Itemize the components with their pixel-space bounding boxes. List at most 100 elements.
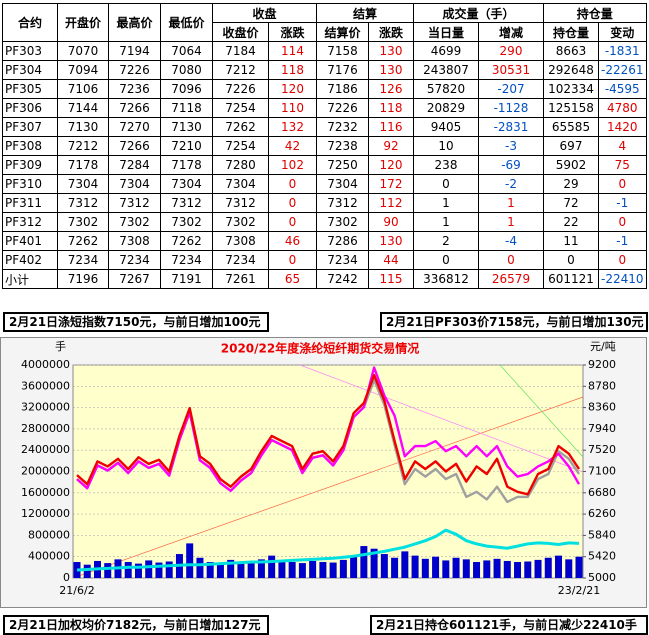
y-tick-label: 1600000 bbox=[21, 486, 70, 499]
cell: 118 bbox=[268, 60, 317, 80]
cell: 4699 bbox=[413, 41, 479, 61]
bar bbox=[462, 559, 470, 578]
cell: PF305 bbox=[2, 79, 58, 99]
cell: 7106 bbox=[57, 79, 109, 99]
bar bbox=[411, 555, 419, 578]
bar bbox=[360, 546, 368, 578]
bar bbox=[206, 562, 214, 578]
bar bbox=[555, 555, 563, 578]
cell: 130 bbox=[368, 231, 414, 251]
cell: 7262 bbox=[57, 231, 109, 251]
bar bbox=[534, 559, 542, 578]
cell: 22 bbox=[543, 212, 599, 232]
cell: PF308 bbox=[2, 136, 58, 156]
bar bbox=[524, 561, 532, 578]
cell: 最高价 bbox=[108, 3, 161, 42]
row: 小计 7196 7267 7191 7261 65 7242 115 336812 26579 60… bbox=[2, 269, 647, 289]
cell: 合约 bbox=[2, 3, 58, 42]
y2-tick-label: 8780 bbox=[588, 379, 616, 392]
line bbox=[76, 528, 580, 572]
bar bbox=[165, 561, 173, 578]
cell: 102334 bbox=[543, 79, 599, 99]
bar bbox=[432, 556, 440, 578]
y2-tick-label: 7520 bbox=[588, 443, 616, 456]
cell: 变动 bbox=[598, 22, 647, 42]
cell: 92 bbox=[368, 136, 414, 156]
cell: 7232 bbox=[316, 117, 369, 137]
cell: 336812 bbox=[413, 269, 479, 289]
cell: 238 bbox=[413, 155, 479, 175]
cell: -69 bbox=[478, 155, 544, 175]
row: PF309 7178 7284 7178 7280 102 7250 120 238 -69 590… bbox=[2, 155, 647, 175]
row: 收盘价 涨跌 结算价 涨跌 当日量 增减 持仓量 变动 bbox=[3, 22, 647, 42]
cell: 0 bbox=[413, 174, 479, 194]
trend-line bbox=[499, 364, 584, 458]
cell: 7234 bbox=[212, 250, 269, 270]
cell: 7308 bbox=[108, 231, 161, 251]
cell: 1 bbox=[413, 212, 479, 232]
bar bbox=[575, 556, 583, 578]
bar bbox=[278, 560, 286, 578]
cell: -1128 bbox=[478, 98, 544, 118]
bar bbox=[155, 562, 163, 578]
cell: 0 bbox=[268, 212, 317, 232]
bar bbox=[196, 557, 204, 578]
cell: 7176 bbox=[316, 60, 369, 80]
bar bbox=[309, 560, 317, 578]
bar bbox=[380, 554, 388, 578]
cell: 7262 bbox=[212, 117, 269, 137]
cell: 290 bbox=[478, 41, 544, 61]
cell: 126 bbox=[368, 79, 414, 99]
row: PF310 7304 7304 7304 7304 0 7304 172 0 -2 29 0 bbox=[2, 174, 647, 194]
cell: 110 bbox=[268, 98, 317, 118]
bar bbox=[247, 562, 255, 578]
cell: 小计 bbox=[2, 269, 58, 289]
cell: 7234 bbox=[160, 250, 213, 270]
bar bbox=[421, 558, 429, 578]
cell: -2 bbox=[478, 174, 544, 194]
bar bbox=[257, 559, 265, 578]
cell: 0 bbox=[478, 250, 544, 270]
cell: -22261 bbox=[598, 60, 647, 80]
cell: 结算 bbox=[316, 3, 414, 23]
bar bbox=[104, 563, 112, 578]
cell: 7262 bbox=[160, 231, 213, 251]
cell: 5902 bbox=[543, 155, 599, 175]
cell: 116 bbox=[368, 117, 414, 137]
y2-tick-label: 5840 bbox=[588, 528, 616, 541]
cell: PF309 bbox=[2, 155, 58, 175]
cell: PF307 bbox=[2, 117, 58, 137]
cell: PF306 bbox=[2, 98, 58, 118]
cell: 7234 bbox=[316, 250, 369, 270]
cell: 0 bbox=[598, 250, 647, 270]
cell: 开盘价 bbox=[57, 3, 109, 42]
cell: 7130 bbox=[57, 117, 109, 137]
note: 2月21日PF303价7158元，与前日增加130元 bbox=[380, 312, 648, 332]
cell: 结算价 bbox=[316, 22, 369, 42]
bar bbox=[370, 548, 378, 578]
cell: 120 bbox=[368, 155, 414, 175]
cell: 7184 bbox=[212, 41, 269, 61]
row: PF303 7070 7194 7064 7184 114 7158 130 4699 290 86… bbox=[2, 41, 647, 61]
cell: 42 bbox=[268, 136, 317, 156]
y2-tick-label: 7100 bbox=[588, 465, 616, 478]
cell: 292648 bbox=[543, 60, 599, 80]
bar bbox=[145, 560, 153, 578]
cell: 1 bbox=[413, 193, 479, 213]
cell: 243807 bbox=[413, 60, 479, 80]
cell: 7238 bbox=[316, 136, 369, 156]
cell: 44 bbox=[368, 250, 414, 270]
cell: 持仓量 bbox=[543, 3, 647, 23]
cell: 7312 bbox=[160, 193, 213, 213]
cell: 0 bbox=[543, 250, 599, 270]
cell: 65 bbox=[268, 269, 317, 289]
cell: 7302 bbox=[160, 212, 213, 232]
row: 合约 开盘价 最高价 最低价 收盘 结算 成交量（手） 持仓量 bbox=[2, 3, 647, 42]
y2-tick-label: 5000 bbox=[588, 571, 616, 584]
bar bbox=[186, 543, 194, 578]
cell: 697 bbox=[543, 136, 599, 156]
cell: 172 bbox=[368, 174, 414, 194]
cell: PF304 bbox=[2, 60, 58, 80]
y2-tick-label: 6680 bbox=[588, 486, 616, 499]
cell: 7261 bbox=[212, 269, 269, 289]
